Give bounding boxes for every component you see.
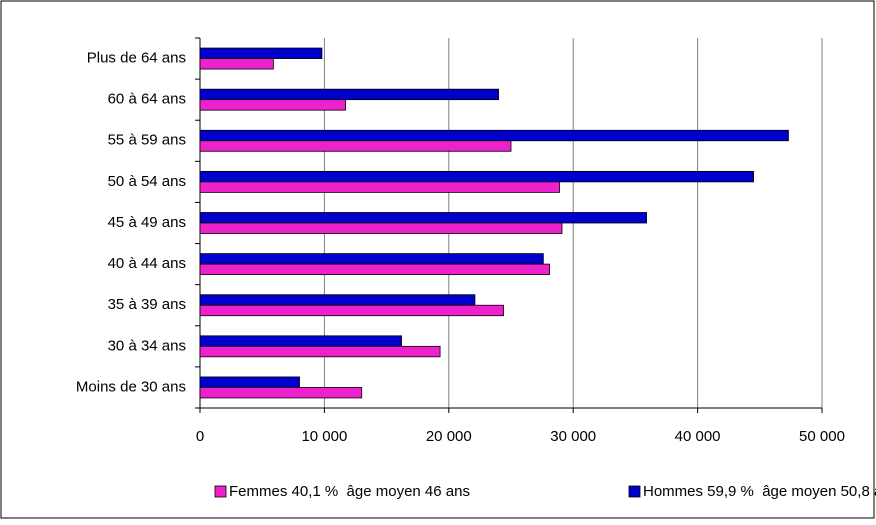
y-tick-label: Plus de 64 ans <box>87 50 186 67</box>
legend-label: Hommes 59,9 % âge moyen 50,8 ans <box>643 483 876 500</box>
bar <box>199 263 550 276</box>
bar <box>199 212 647 224</box>
y-tick-label: Moins de 30 ans <box>76 378 186 395</box>
bar <box>199 345 441 358</box>
y-tick-label: 35 à 39 ans <box>108 296 186 313</box>
bar <box>199 294 476 306</box>
bar <box>199 222 563 234</box>
x-tick-label: 0 <box>196 428 204 445</box>
bar <box>199 58 274 70</box>
legend-swatch <box>214 485 227 498</box>
bar <box>199 99 346 111</box>
bar <box>199 88 499 101</box>
bar <box>199 253 544 265</box>
x-tick-label: 10 000 <box>301 428 347 445</box>
x-tick-label: 30 000 <box>550 428 596 445</box>
y-tick-label: 50 à 54 ans <box>108 173 186 190</box>
bar <box>199 387 363 399</box>
y-tick-label: 45 à 49 ans <box>108 214 186 231</box>
y-tick-label: 30 à 34 ans <box>108 337 186 354</box>
y-tick-label: 40 à 44 ans <box>108 255 186 272</box>
bar <box>199 181 560 193</box>
y-tick-label: 55 à 59 ans <box>108 132 186 149</box>
bar <box>199 170 754 183</box>
x-tick-label: 40 000 <box>675 428 721 445</box>
bar <box>199 335 402 347</box>
y-tick-label: 60 à 64 ans <box>108 91 186 108</box>
bar <box>199 47 323 59</box>
x-tick-label: 20 000 <box>426 428 472 445</box>
bar <box>199 129 789 142</box>
legend-swatch <box>628 485 641 498</box>
legend-label: Femmes 40,1 % âge moyen 46 ans <box>229 483 470 500</box>
bar <box>199 140 512 152</box>
bar <box>199 304 504 317</box>
x-tick-label: 50 000 <box>799 428 845 445</box>
bar <box>199 376 300 388</box>
